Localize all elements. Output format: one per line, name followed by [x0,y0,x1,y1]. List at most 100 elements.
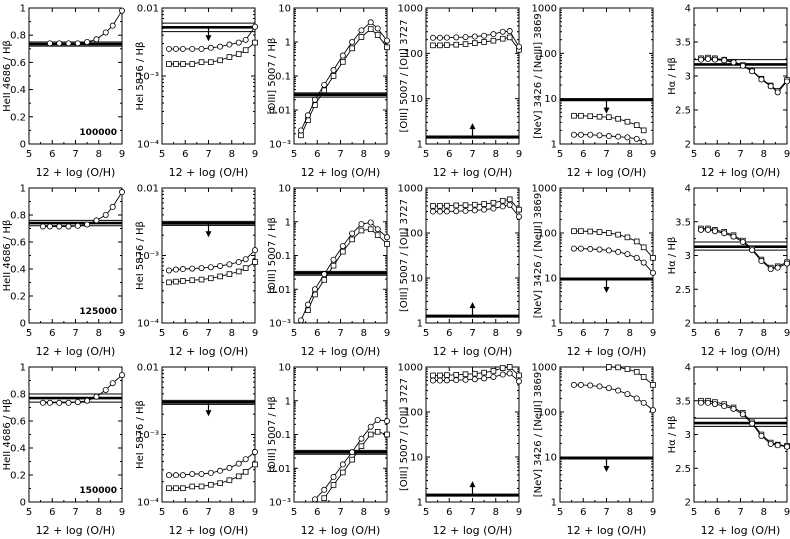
model-point-circle [605,133,612,140]
model-point-circle [74,40,81,47]
model-point-square [499,365,506,371]
model-point-square [506,196,513,203]
model-point-square [571,112,577,119]
x-tick-label: 5 [423,149,429,160]
row-temperature-label: 150000 [79,486,117,496]
x-tick-label: 8 [96,328,102,339]
model-point-circle [739,411,746,418]
x-axis-label: 12 + log (O/H) [301,524,381,537]
model-point-circle [46,40,53,47]
y-tick-label: 0.2 [10,112,26,123]
x-tick-label: 9 [119,328,125,339]
model-point-square [384,241,390,247]
model-point-circle [349,39,356,46]
model-point-square [166,485,172,492]
model-point-circle [311,496,318,503]
model-point-square [481,369,487,376]
y-tick-label: 4 [685,184,691,195]
x-tick-label: 5 [159,507,165,518]
x-tick-label: 5 [26,328,32,339]
model-point-square [340,59,346,65]
model-point-circle [189,45,196,52]
model-point-square [321,495,328,501]
x-tick-label: 6 [314,507,320,518]
y-axis-label: Hα / Hβ [667,57,678,95]
model-point-circle [577,245,584,252]
y-tick-label: 0.01 [269,285,291,296]
plot-frame [693,7,788,145]
model-point-circle [730,405,737,412]
model-point-circle [697,226,704,233]
model-point-circle [74,222,81,229]
x-axis-label: 12 + log (O/H) [567,345,647,358]
model-point-circle [774,89,781,96]
model-point-circle [767,265,774,272]
model-point-circle [179,266,186,273]
model-point-circle [443,34,450,41]
y-tick-label: 3.5 [675,396,691,407]
x-tick-label: 6 [49,149,55,160]
model-point-square [453,202,460,209]
y-tick-label: 10⁻⁴ [137,140,159,151]
y-tick-label: 100 [404,408,423,419]
y-tick-label: 0.2 [10,471,26,482]
x-tick-label: 8 [761,507,767,518]
y-tick-label: 0.6 [10,238,26,249]
model-point-square [349,45,355,52]
model-line-squares [323,431,388,499]
model-point-circle [93,393,100,400]
model-point-circle [704,56,711,63]
model-point-circle [321,271,328,278]
model-point-circle [172,45,179,52]
x-tick-label: 8 [96,507,102,518]
model-point-square [640,127,647,134]
model-point-square [226,271,233,277]
model-point-square [166,279,172,286]
x-tick-label: 7 [737,149,743,160]
x-tick-label: 7 [603,507,609,518]
panel-r3-c2: 5 6 7 8 9 10⁻⁴ 10⁻³ 0.01 HeI 5876 / Hβ 12 + log (… [135,363,258,538]
y-axis-label: [NeV] 3426 / [NeIII] 3869 [533,13,544,139]
model-point-circle [697,56,704,63]
model-point-square [189,61,196,67]
model-point-circle [429,377,436,384]
model-point-circle [165,472,172,479]
x-axis-label: 12 + log (O/H) [169,166,249,179]
model-point-circle [84,221,91,228]
x-tick-label: 9 [784,507,790,518]
model-point-circle [46,223,53,230]
x-tick-label: 7 [72,328,78,339]
model-point-circle [358,27,365,34]
y-axis-label: HeII 4686 / Hβ [2,399,13,471]
model-point-circle [506,28,513,35]
model-point-circle [207,44,214,51]
panel-r1-c3: 5 6 7 8 9 10⁻³ 0.01 0.1 1 10 [OIII] 5007 / Hβ 12 + … [267,4,390,180]
model-point-circle [374,226,381,233]
y-tick-label: 1000 [532,4,557,15]
plot-frame [161,187,256,324]
model-point-circle [570,245,577,252]
panel-r3-c4: 5 6 7 8 9 1 10 100 1000 [OIII] 5007 / [OII] 3727 1… [398,363,523,538]
model-point-square [596,113,603,120]
y-tick-label: 1 [417,319,423,330]
model-point-circle [462,207,469,214]
model-point-square [321,87,328,94]
lower-limit-arrowhead [469,302,476,309]
y-tick-label: 3.5 [675,217,691,228]
x-axis-label: 12 + log (O/H) [301,345,381,358]
model-point-circle [758,257,765,264]
model-point-circle [587,246,594,253]
x-tick-label: 7 [469,328,475,339]
model-point-circle [207,469,214,476]
model-point-circle [758,432,765,439]
panel-r3-c3: 5 6 7 8 9 10⁻³ 0.01 0.1 1 10 [OIII] 5007 / Hβ 12 + … [267,363,390,538]
model-point-square [633,369,640,375]
model-point-circle [577,381,584,388]
model-point-circle [774,264,781,271]
model-point-square [367,431,374,438]
model-point-circle [516,378,523,385]
model-point-circle [198,45,205,52]
model-point-square [166,61,172,67]
model-point-square [358,443,365,450]
y-tick-label: 1000 [398,4,423,15]
